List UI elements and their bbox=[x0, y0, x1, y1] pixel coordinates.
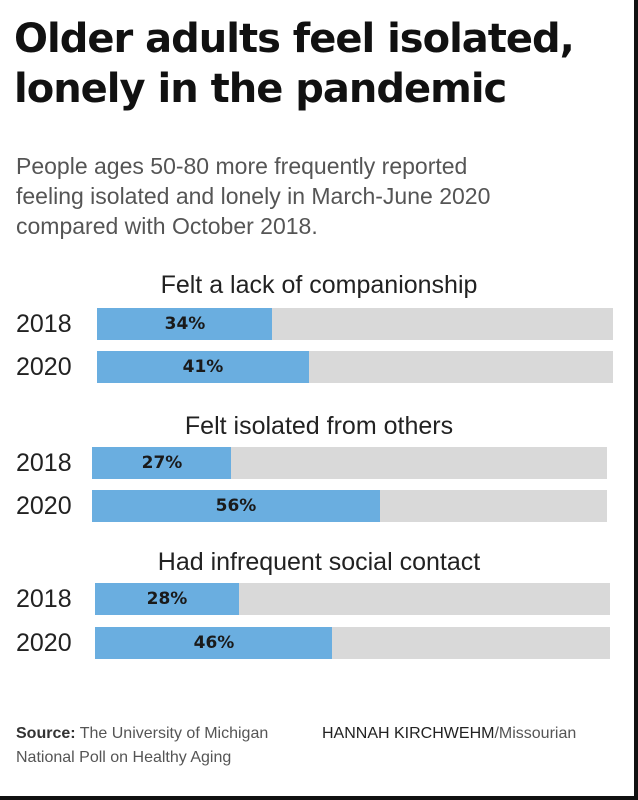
group-title: Had infrequent social contact bbox=[157, 548, 481, 576]
bar-track: 56% bbox=[92, 490, 607, 522]
chart-title: Older adults feel isolated, lonely in th… bbox=[14, 14, 624, 114]
bar-track: 28% bbox=[95, 583, 610, 615]
subtitle-line-1: People ages 50-80 more frequently report… bbox=[16, 153, 468, 179]
bar-track: 46% bbox=[95, 627, 610, 659]
bar bbox=[92, 490, 380, 522]
year-label: 2020 bbox=[16, 492, 72, 520]
source-text-line-2: National Poll on Healthy Aging bbox=[16, 749, 232, 766]
bar-value-label: 56% bbox=[215, 496, 257, 516]
bar bbox=[97, 351, 309, 383]
year-label: 2018 bbox=[16, 585, 72, 613]
source-label: Source: bbox=[16, 725, 76, 742]
bar-track: 27% bbox=[92, 447, 607, 479]
title-line-1: Older adults feel isolated, bbox=[14, 16, 575, 62]
bar bbox=[92, 447, 231, 479]
year-label: 2018 bbox=[16, 449, 72, 477]
group-title: Felt isolated from others bbox=[184, 412, 454, 440]
year-label: 2018 bbox=[16, 310, 72, 338]
subtitle-line-3: compared with October 2018. bbox=[16, 213, 318, 239]
year-label: 2020 bbox=[16, 629, 72, 657]
bar-value-label: 28% bbox=[146, 589, 188, 609]
bar-value-label: 46% bbox=[193, 633, 235, 653]
group-title: Felt a lack of companionship bbox=[160, 271, 478, 299]
credit: HANNAH KIRCHWEHM/Missourian bbox=[322, 722, 576, 746]
bar bbox=[95, 583, 239, 615]
bar bbox=[95, 627, 332, 659]
bar-track: 41% bbox=[97, 351, 613, 383]
source-text-line-1: The University of Michigan bbox=[79, 725, 269, 742]
subtitle-line-2: feeling isolated and lonely in March-Jun… bbox=[16, 183, 491, 209]
credit-org: /Missourian bbox=[494, 725, 577, 742]
bar bbox=[97, 308, 272, 340]
chart-subtitle: People ages 50-80 more frequently report… bbox=[16, 151, 616, 241]
credit-name: HANNAH KIRCHWEHM bbox=[322, 725, 495, 742]
bar-value-label: 41% bbox=[182, 357, 224, 377]
bar-value-label: 27% bbox=[141, 453, 183, 473]
source-note: Source: The University of Michigan Natio… bbox=[16, 722, 336, 770]
bar-track: 34% bbox=[97, 308, 613, 340]
title-line-2: lonely in the pandemic bbox=[14, 66, 507, 112]
bar-value-label: 34% bbox=[164, 314, 206, 334]
year-label: 2020 bbox=[16, 353, 72, 381]
